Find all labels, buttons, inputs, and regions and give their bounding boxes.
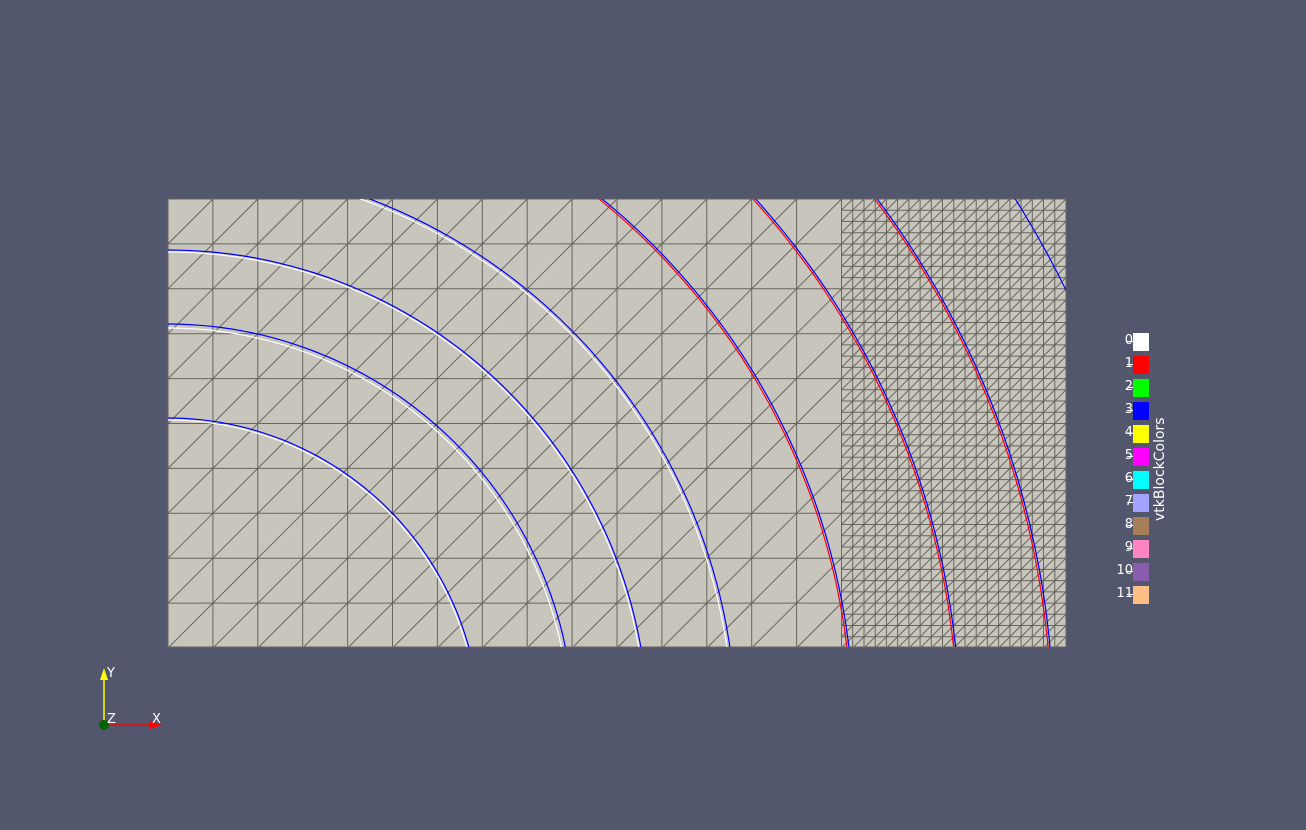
legend-item: 7: [1100, 493, 1160, 513]
legend-item: 9: [1100, 539, 1160, 559]
legend-item: 10: [1100, 562, 1160, 582]
contour-white-4: [359, 199, 728, 647]
legend-tick: [1127, 594, 1133, 595]
legend-item-label: 9: [1103, 540, 1133, 556]
legend-item-label: 6: [1103, 471, 1133, 487]
color-legend: 0 1 2 3 4 5 6 7 8 9 10 11: [1100, 332, 1180, 612]
y-axis-arrow: [100, 668, 108, 680]
legend-tick: [1127, 479, 1133, 480]
legend-tick: [1127, 410, 1133, 411]
legend-tick: [1127, 364, 1133, 365]
legend-item: 2: [1100, 378, 1160, 398]
legend-swatch: [1133, 494, 1149, 512]
legend-swatch: [1133, 425, 1149, 443]
legend-swatch: [1133, 471, 1149, 489]
legend-swatch: [1133, 402, 1149, 420]
legend-item-label: 5: [1103, 448, 1133, 464]
x-axis-arrow: [150, 721, 162, 729]
y-axis-label: Y: [107, 666, 115, 681]
contour-blue-4: [367, 199, 731, 647]
contour-red-3: [873, 199, 1049, 647]
contour-blue-2: [168, 323, 566, 647]
legend-item-label: 7: [1103, 494, 1133, 510]
contour-blue-7: [876, 199, 1051, 647]
legend-item: 3: [1100, 401, 1160, 421]
contour-red-1: [598, 199, 848, 647]
contour-blue-5: [601, 199, 850, 647]
contour-lines: [168, 199, 1066, 647]
legend-item: 5: [1100, 447, 1160, 467]
legend-swatch: [1133, 517, 1149, 535]
legend-swatch: [1133, 586, 1149, 604]
orientation-axes: [99, 668, 162, 730]
legend-swatch: [1133, 379, 1149, 397]
x-axis-label: X: [152, 712, 161, 727]
mesh-surface: [167, 198, 1067, 649]
legend-item-label: 0: [1103, 333, 1133, 349]
legend-item-label: 1: [1103, 356, 1133, 372]
legend-item: 11: [1100, 585, 1160, 605]
legend-item: 4: [1100, 424, 1160, 444]
contour-blue-3: [168, 249, 642, 647]
legend-tick: [1127, 502, 1133, 503]
legend-swatch: [1133, 356, 1149, 374]
legend-item-label: 3: [1103, 402, 1133, 418]
contour-blue-1: [168, 417, 470, 647]
z-axis-label: Z: [107, 712, 116, 727]
legend-tick: [1127, 387, 1133, 388]
contour-white-1: [168, 419, 468, 647]
legend-swatch: [1133, 540, 1149, 558]
legend-title: vtkBlockColors: [1152, 417, 1168, 521]
legend-item: 6: [1100, 470, 1160, 490]
legend-item: 8: [1100, 516, 1160, 536]
contour-white-2: [168, 327, 562, 647]
mesh-border: [167, 198, 1067, 648]
legend-tick: [1127, 525, 1133, 526]
legend-item: 0: [1100, 332, 1160, 352]
contour-white-3: [168, 251, 640, 647]
legend-tick: [1127, 456, 1133, 457]
legend-item-label: 8: [1103, 517, 1133, 533]
contour-blue-6: [754, 199, 957, 647]
legend-item-label: 2: [1103, 379, 1133, 395]
legend-swatch: [1133, 563, 1149, 581]
legend-swatch: [1133, 333, 1149, 351]
contour-red-2: [752, 199, 955, 647]
legend-item-label: 10: [1116, 563, 1133, 578]
legend-tick: [1127, 571, 1133, 572]
mesh-grid: [167, 198, 1067, 649]
legend-tick: [1127, 341, 1133, 342]
legend-tick: [1127, 433, 1133, 434]
legend-tick: [1127, 548, 1133, 549]
z-axis-dot: [99, 720, 109, 730]
legend-item-label: 11: [1116, 586, 1133, 601]
legend-item-label: 4: [1103, 425, 1133, 441]
legend-swatch: [1133, 448, 1149, 466]
legend-item: 1: [1100, 355, 1160, 375]
